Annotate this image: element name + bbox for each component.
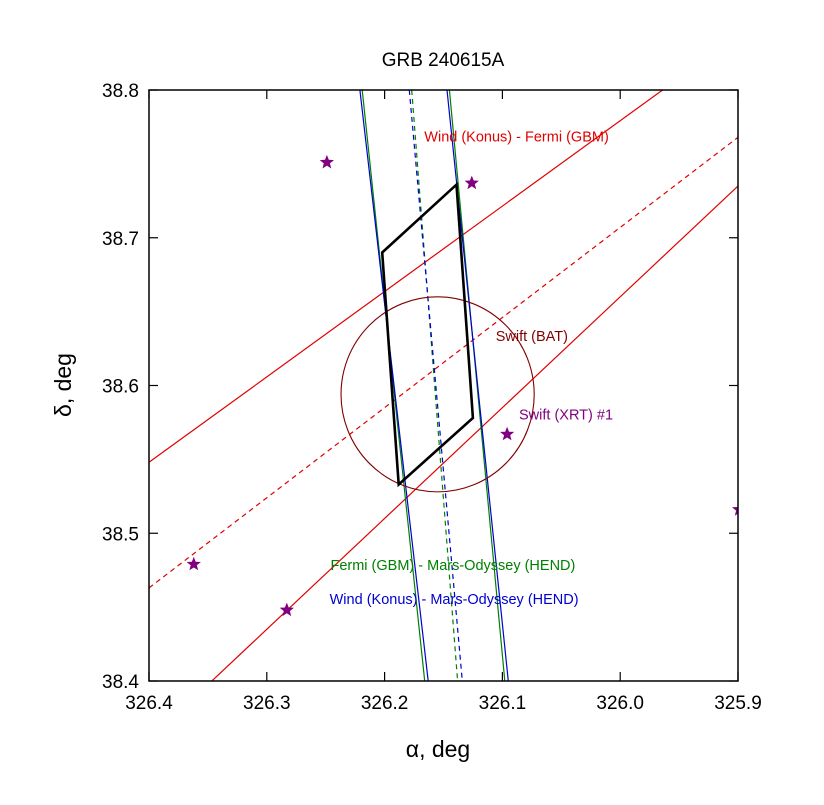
x-tick-label: 326.0: [596, 693, 644, 714]
x-tick-label: 326.1: [479, 693, 527, 714]
x-tick-label: 325.9: [714, 693, 762, 714]
y-tick-label: 38.5: [102, 524, 139, 545]
annotation-labels: Wind (Konus) - Fermi (GBM) Swift (BAT) Swi…: [330, 130, 613, 608]
annotation-label-5: Wind (Konus) - Mars-Odyssey (HEND): [330, 592, 579, 608]
annulus-line-konus-gbm-dashed: [149, 136, 738, 589]
source-star-1: [319, 154, 334, 169]
y-tick-label: 38.4: [102, 672, 139, 693]
annotation-label-4: Fermi (GBM) - Mars-Odyssey (HEND): [330, 558, 575, 574]
x-tick-label: 326.2: [361, 693, 409, 714]
axis-ticks: 326.4 326.3 326.2 326.1 326.0 325.9 38.4 38.5 38…: [102, 81, 762, 714]
plot-area: [149, 90, 738, 681]
source-star-5: [279, 602, 294, 617]
annulus-line-konus-gbm-solid: [210, 185, 738, 681]
y-tick-label: 38.8: [102, 81, 139, 102]
source-star-3: [500, 426, 515, 441]
x-tick-label: 326.4: [125, 693, 173, 714]
annotation-label-1: Wind (Konus) - Fermi (GBM): [424, 130, 609, 146]
swift-bat-error-circle: [340, 296, 535, 493]
source-star-2: [464, 175, 479, 190]
y-tick-label: 38.7: [102, 229, 139, 250]
annotation-label-2: Swift (BAT): [496, 329, 568, 345]
x-axis-title: α, deg: [406, 736, 470, 762]
chart-title: GRB 240615A: [382, 50, 505, 71]
y-tick-label: 38.6: [102, 377, 139, 398]
source-star-4: [186, 556, 201, 571]
annotation-label-3: Swift (XRT) #1: [519, 407, 613, 423]
annulus-line-konus-gbm-solid: [149, 90, 664, 463]
error-box: [380, 181, 475, 488]
source-star-6: [732, 505, 738, 516]
annulus-line-konus-hend-solid: [359, 90, 429, 681]
y-axis-title: δ, deg: [50, 353, 76, 417]
x-tick-label: 326.3: [243, 693, 291, 714]
